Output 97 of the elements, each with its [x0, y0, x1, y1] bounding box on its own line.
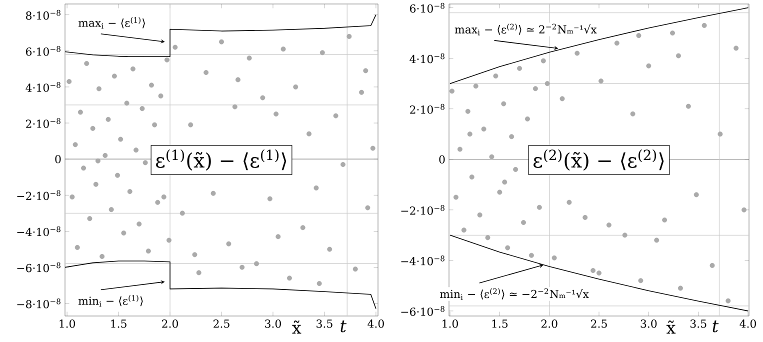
point	[536, 204, 542, 210]
point	[630, 111, 636, 116]
y-tick-label: −6·10$^{−8}$	[401, 306, 444, 316]
y-tick-label: −6·10$^{−8}$	[17, 262, 60, 272]
point	[670, 30, 676, 36]
x-tick-label: 4.0	[368, 320, 384, 328]
point	[461, 228, 466, 233]
point	[678, 286, 683, 291]
point	[481, 126, 486, 132]
point	[686, 104, 691, 109]
point	[465, 108, 470, 114]
point	[497, 190, 502, 195]
point	[477, 212, 482, 218]
ref-line-label: t	[712, 320, 719, 332]
point	[710, 262, 715, 268]
x-tick-label: 2.0	[162, 320, 178, 328]
x-tick-label: 4.0	[740, 320, 756, 328]
x-tick-label: 3.5	[316, 320, 332, 328]
y-tick-label: 8·10$^{−8}$	[26, 10, 60, 20]
y-tick-label: −4·10$^{−8}$	[17, 226, 60, 236]
point	[574, 50, 580, 56]
point	[485, 235, 490, 240]
y-tick-label: −4·10$^{−8}$	[401, 256, 444, 266]
point	[614, 40, 620, 46]
ref-line-label: t	[340, 320, 347, 332]
annotation: ε$^{(1)}$(x̃) − ⟨ε$^{(1)}$⟩	[156, 149, 286, 171]
x-tick-label: 3.5	[690, 320, 706, 328]
y-tick-label: 0	[439, 155, 445, 164]
y-tick-label: 6·10$^{−8}$	[26, 46, 60, 56]
point	[654, 238, 660, 243]
point	[521, 220, 526, 226]
point	[528, 252, 534, 258]
point	[718, 132, 723, 137]
x-tick-label: 1.5	[492, 320, 508, 328]
y-tick-label: −2·10$^{−8}$	[17, 190, 60, 200]
point	[509, 134, 514, 140]
y-tick-label: 2·10$^{−8}$	[26, 118, 60, 128]
x-tick-label: 2.5	[591, 320, 607, 328]
point	[742, 207, 747, 212]
point	[501, 101, 506, 106]
y-tick-label: 4·10$^{−8}$	[26, 82, 60, 92]
point	[532, 86, 538, 92]
point	[702, 22, 707, 28]
point	[622, 232, 628, 238]
point	[493, 73, 498, 78]
point	[638, 278, 644, 284]
point	[505, 245, 510, 250]
point	[734, 46, 739, 51]
annotation: min$_{i}$ − ⟨ε$^{(1)}$⟩	[78, 294, 143, 307]
point	[560, 96, 565, 102]
point	[453, 194, 458, 200]
line-series	[64, 260, 376, 310]
x-tick-label: 1.5	[111, 320, 126, 328]
point	[596, 270, 602, 276]
x-tick-label: 1.0	[60, 320, 76, 328]
point	[502, 180, 508, 185]
annotation: max$_{i}$ − ⟨ε$^{(2)}$⟩ ≃ 2$^{−2}$Nₘ⁻¹√x	[454, 24, 597, 36]
point	[636, 33, 642, 38]
point	[469, 174, 474, 180]
y-tick-label: −8·10$^{−8}$	[17, 298, 60, 308]
x-tick-label: 2.0	[541, 320, 558, 328]
point	[552, 255, 557, 260]
point	[513, 166, 518, 172]
point	[582, 214, 588, 220]
y-tick-label: −2·10$^{−8}$	[401, 204, 444, 215]
point	[517, 66, 522, 71]
point	[726, 298, 731, 304]
y-tick-label: 2·10$^{−8}$	[410, 104, 444, 114]
x-tick-label: 1.0	[442, 320, 458, 328]
point	[598, 78, 604, 84]
point	[566, 200, 572, 205]
y-tick-label: 6·10$^{−8}$	[410, 2, 444, 13]
point	[646, 63, 652, 68]
x-tick-label: 3.0	[265, 320, 281, 328]
annotation: max$_{i}$ − ⟨ε$^{(1)}$⟩	[78, 16, 145, 29]
point	[467, 132, 472, 137]
point	[540, 58, 546, 64]
point	[662, 217, 668, 222]
point	[473, 84, 478, 89]
point	[694, 192, 699, 198]
x-tick-label: 3.0	[640, 320, 657, 328]
point	[590, 268, 596, 274]
point	[457, 146, 462, 152]
x-tick-label: 2.5	[214, 320, 230, 328]
annotation: min$_{i}$ − ⟨ε$^{(2)}$⟩ ≃ −2$^{−2}$Nₘ⁻¹√x	[440, 288, 589, 300]
point	[606, 222, 612, 228]
x-axis-title: x̃	[666, 320, 676, 334]
line-series	[450, 7, 748, 84]
x-axis-title: x̃	[292, 320, 302, 334]
point	[524, 116, 530, 122]
annotation: ε$^{(2)}$(x̃) − ⟨ε$^{(2)}$⟩	[534, 149, 664, 171]
point	[676, 53, 681, 58]
y-tick-label: 0	[55, 154, 61, 164]
y-tick-label: 4·10$^{−8}$	[410, 53, 444, 64]
point	[449, 88, 454, 94]
point	[544, 81, 550, 86]
point	[489, 154, 494, 160]
